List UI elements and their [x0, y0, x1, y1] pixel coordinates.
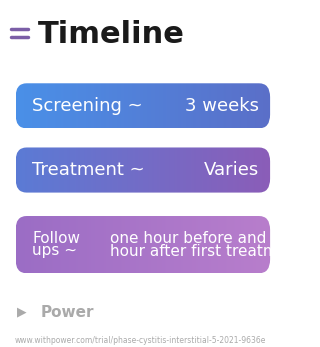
- Text: 3 weeks: 3 weeks: [185, 97, 259, 115]
- Text: Screening ~: Screening ~: [32, 97, 143, 115]
- Text: Timeline: Timeline: [38, 20, 185, 49]
- Text: Varies: Varies: [204, 161, 259, 179]
- Text: hour after first treatment: hour after first treatment: [110, 244, 302, 259]
- Text: Follow: Follow: [32, 231, 80, 246]
- Text: www.withpower.com/trial/phase-cystitis-interstitial-5-2021-9636e: www.withpower.com/trial/phase-cystitis-i…: [14, 336, 266, 345]
- Text: ▶: ▶: [17, 306, 27, 319]
- Text: one hour before and one: one hour before and one: [110, 230, 299, 246]
- Text: Treatment ~: Treatment ~: [32, 161, 145, 179]
- Text: ups ~: ups ~: [32, 243, 77, 258]
- Text: Power: Power: [40, 305, 94, 320]
